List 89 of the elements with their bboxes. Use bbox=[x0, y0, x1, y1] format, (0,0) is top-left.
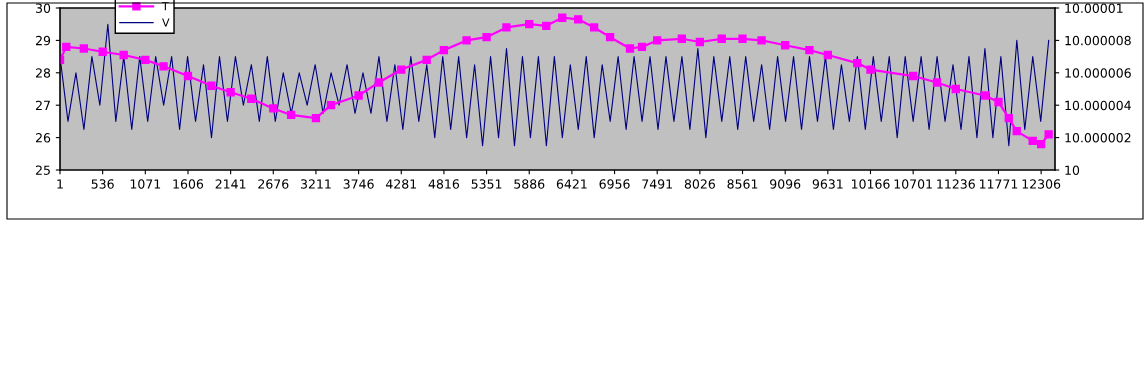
point bbox=[286, 110, 296, 120]
x-tick-label: 12306 bbox=[1022, 179, 1061, 189]
x-tick-label: 3211 bbox=[300, 179, 331, 189]
x-tick-label: 4816 bbox=[428, 179, 460, 189]
point bbox=[558, 13, 567, 22]
point bbox=[980, 91, 990, 100]
x-tick-label: 1 bbox=[57, 179, 63, 189]
y2-tick-label: 10.000008 bbox=[1065, 35, 1131, 46]
y-tick-label: 29 bbox=[35, 35, 51, 46]
x-tick-label: 4281 bbox=[385, 179, 417, 189]
point bbox=[439, 45, 449, 55]
y-tick-label: 30 bbox=[36, 3, 51, 13]
point bbox=[141, 55, 150, 65]
x-tick-label: 6421 bbox=[556, 179, 587, 189]
point bbox=[677, 34, 687, 43]
point bbox=[589, 23, 599, 32]
point bbox=[326, 101, 336, 110]
x-tick-label: 11771 bbox=[979, 179, 1018, 189]
legend-label: V bbox=[162, 18, 170, 27]
y-tick-label: 26 bbox=[35, 133, 51, 143]
x-tick-label: 536 bbox=[91, 179, 114, 189]
point bbox=[422, 55, 431, 65]
point bbox=[79, 44, 89, 53]
point bbox=[908, 71, 918, 81]
x-tick-label: 9631 bbox=[812, 179, 843, 189]
point bbox=[1012, 126, 1021, 136]
x-tick-label: 10701 bbox=[894, 179, 932, 189]
point bbox=[1004, 113, 1013, 123]
x-tick-label: 8561 bbox=[727, 179, 758, 189]
y-tick-label: 25 bbox=[35, 165, 50, 175]
point bbox=[695, 37, 705, 47]
point bbox=[247, 94, 256, 103]
x-tick-label: 11236 bbox=[937, 179, 975, 189]
point bbox=[98, 47, 107, 56]
point bbox=[1028, 136, 1037, 146]
point bbox=[932, 78, 942, 87]
point bbox=[994, 97, 1003, 107]
point bbox=[374, 78, 384, 87]
x-tick-label: 9096 bbox=[770, 179, 801, 189]
point bbox=[269, 104, 278, 113]
point bbox=[574, 15, 583, 24]
x-tick-label: 1071 bbox=[130, 179, 161, 189]
point bbox=[866, 65, 875, 74]
point bbox=[525, 20, 534, 29]
y-tick-label: 28 bbox=[35, 68, 51, 78]
y2-tick-label: 10.000004 bbox=[1065, 100, 1131, 111]
x-tick-label: 3746 bbox=[343, 179, 374, 189]
point bbox=[717, 34, 726, 43]
point bbox=[183, 71, 193, 81]
point bbox=[1044, 130, 1053, 139]
point bbox=[625, 44, 635, 53]
point bbox=[62, 42, 71, 52]
point bbox=[637, 42, 647, 52]
x-tick-label: 7491 bbox=[642, 179, 672, 189]
x-tick-label: 1606 bbox=[173, 179, 204, 189]
legend-label: T bbox=[161, 2, 169, 11]
point bbox=[226, 88, 235, 97]
point bbox=[853, 58, 862, 68]
point bbox=[653, 36, 662, 45]
point bbox=[823, 50, 833, 60]
point bbox=[1036, 139, 1046, 149]
point bbox=[542, 21, 551, 30]
x-tick-label: 5886 bbox=[514, 179, 545, 189]
point bbox=[951, 84, 960, 94]
point bbox=[757, 36, 766, 45]
x-tick-label: 10166 bbox=[851, 179, 890, 189]
y2-tick-label: 10.00001 bbox=[1065, 3, 1123, 13]
point bbox=[311, 113, 321, 123]
x-tick-label: 2676 bbox=[258, 179, 289, 189]
x-tick-label: 5351 bbox=[471, 179, 502, 189]
point bbox=[119, 50, 128, 60]
y-tick-label: 27 bbox=[35, 100, 50, 110]
y2-tick-label: 10.000006 bbox=[1065, 68, 1131, 78]
y2-tick-label: 10 bbox=[1065, 165, 1080, 175]
point bbox=[605, 32, 615, 42]
point bbox=[207, 81, 216, 90]
point bbox=[781, 41, 790, 50]
point bbox=[354, 91, 363, 100]
point bbox=[159, 62, 168, 71]
point bbox=[805, 45, 814, 55]
point bbox=[397, 65, 406, 74]
point bbox=[502, 23, 511, 32]
y2-tick-label: 10.000002 bbox=[1065, 133, 1131, 143]
x-tick-label: 8026 bbox=[684, 179, 715, 189]
point bbox=[738, 34, 747, 43]
point bbox=[462, 36, 471, 45]
x-tick-label: 2141 bbox=[215, 179, 246, 189]
x-tick-label: 6956 bbox=[599, 179, 630, 189]
point bbox=[482, 32, 491, 42]
